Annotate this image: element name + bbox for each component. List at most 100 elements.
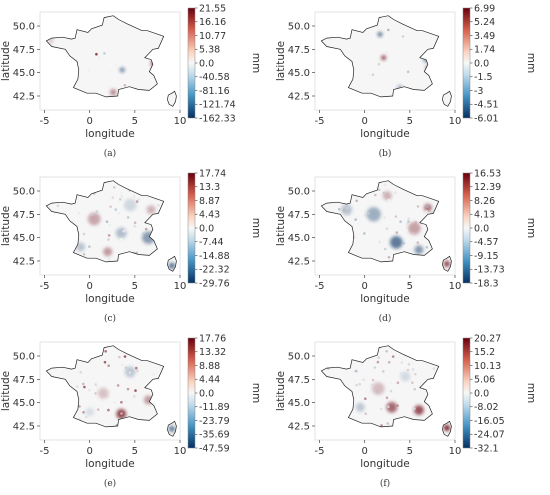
- colorbar-unit-label: mm: [525, 383, 537, 403]
- anomaly-cell: [400, 371, 411, 382]
- colorbar-tick-label: 1.74: [474, 45, 495, 56]
- y-tick-label: 45.0: [288, 398, 310, 409]
- colorbar-tick-label: -24.07: [474, 430, 505, 441]
- y-axis-label: latitude: [0, 206, 12, 246]
- panel-caption: (d): [378, 314, 392, 324]
- anomaly-speck: [112, 186, 116, 189]
- anomaly-cell: [414, 245, 424, 255]
- anomaly-speck: [385, 227, 389, 230]
- anomaly-speck: [132, 395, 136, 398]
- colorbar-tick-label: 0.0: [474, 223, 489, 234]
- x-axis-label: longitude: [360, 293, 409, 305]
- anomaly-speck: [401, 35, 405, 38]
- colorbar-tick-label: 10.77: [199, 31, 226, 42]
- anomaly-cell: [443, 260, 451, 267]
- anomaly-speck: [432, 367, 436, 370]
- anomaly-speck: [145, 242, 148, 246]
- y-tick-label: 42.5: [13, 422, 35, 433]
- france-land: [321, 180, 439, 262]
- anomaly-speck: [126, 387, 130, 391]
- anomaly-speck: [379, 407, 383, 411]
- y-tick-label: 42.5: [288, 422, 310, 433]
- france-border: [320, 345, 440, 428]
- y-tick-label: 50.0: [13, 352, 35, 363]
- anomaly-speck: [144, 227, 148, 231]
- anomaly-speck: [377, 62, 381, 66]
- anomaly-speck: [109, 205, 112, 208]
- colorbar-tick-label: 6.99: [474, 3, 495, 14]
- anomaly-speck: [387, 405, 390, 409]
- x-tick-label: -5: [40, 281, 50, 292]
- y-tick-label: 45.0: [13, 68, 35, 79]
- panel-caption: (f): [379, 479, 391, 489]
- colorbar-tick-label: 13.32: [199, 347, 226, 358]
- x-tick-label: 0: [361, 446, 367, 457]
- anomaly-speck: [128, 371, 132, 374]
- y-tick-label: 47.5: [13, 210, 35, 221]
- panel-d: -5 0 5 10 42.5 45.0 47.5 50.0 longitude latitude 1…: [275, 165, 550, 330]
- colorbar-tick-label: -4.51: [474, 100, 499, 111]
- panel-caption: (e): [103, 479, 117, 489]
- anomaly-speck: [399, 220, 402, 223]
- france-border: [320, 180, 440, 263]
- anomaly-speck: [111, 196, 115, 199]
- x-tick-label: 0: [361, 116, 367, 127]
- anomaly-speck: [426, 205, 429, 208]
- anomaly-speck: [416, 241, 420, 244]
- y-tick-label: 42.5: [288, 257, 310, 268]
- anomaly-cell: [85, 407, 95, 417]
- colorbar-tick-label: -29.76: [199, 278, 230, 289]
- colorbar-tick-label: -6.01: [474, 113, 499, 124]
- colorbar-tick-label: 5.38: [199, 45, 220, 56]
- colorbar-tick-label: 3.49: [474, 31, 495, 42]
- colorbar-tick-label: -9.15: [474, 251, 499, 262]
- y-tick-label: 47.5: [13, 45, 35, 56]
- y-tick-label: 50.0: [288, 352, 310, 363]
- france-land: [321, 15, 439, 97]
- anomaly-speck: [411, 368, 415, 371]
- anomaly-speck: [152, 373, 156, 376]
- anomaly-speck: [409, 210, 413, 213]
- anomaly-speck: [118, 355, 121, 359]
- anomaly-speck: [373, 366, 377, 369]
- anomaly-cell: [413, 405, 424, 416]
- y-tick-label: 47.5: [13, 375, 35, 386]
- colorbar-tick-label: 15.2: [474, 347, 495, 358]
- anomaly-speck: [135, 366, 138, 370]
- anomaly-cell: [48, 38, 54, 44]
- x-tick-label: 10: [174, 446, 187, 457]
- anomaly-speck: [407, 220, 410, 223]
- colorbar-tick-label: -162.33: [199, 113, 236, 124]
- x-axis-label: longitude: [360, 128, 409, 140]
- colorbar-unit-label: mm: [250, 218, 262, 238]
- x-tick-label: 5: [407, 116, 413, 127]
- map-chart: -5 0 5 10 42.5 45.0 47.5 50.0 longitude latitude 2…: [0, 3, 262, 140]
- anomaly-cell: [168, 262, 176, 269]
- anomaly-speck: [367, 212, 370, 215]
- anomaly-cell: [408, 222, 421, 235]
- anomaly-speck: [406, 70, 410, 74]
- anomaly-speck: [96, 408, 100, 411]
- france-land: [46, 345, 164, 427]
- anomaly-speck: [157, 203, 160, 207]
- anomaly-speck: [364, 397, 367, 400]
- anomaly-speck: [395, 231, 399, 234]
- colorbar-tick-label: -47.59: [199, 443, 230, 454]
- x-tick-label: 5: [132, 446, 138, 457]
- anomaly-speck: [95, 210, 99, 213]
- colorbar-tick-label: -22.32: [199, 265, 230, 276]
- anomaly-speck: [88, 245, 91, 248]
- anomaly-speck: [126, 216, 130, 219]
- anomaly-cell: [87, 212, 101, 226]
- anomaly-speck: [56, 204, 60, 208]
- anomaly-speck: [124, 366, 128, 370]
- anomaly-cell: [381, 55, 387, 61]
- anomaly-speck: [114, 208, 118, 211]
- anomaly-speck: [97, 56, 101, 59]
- colorbar-tick-label: 4.13: [474, 210, 495, 221]
- map-chart: -5 0 5 10 42.5 45.0 47.5 50.0 longitude latitude 6…: [275, 3, 537, 140]
- anomaly-speck: [407, 217, 410, 221]
- anomaly-speck: [113, 401, 117, 405]
- colorbar-unit-label: mm: [525, 53, 537, 73]
- anomaly-speck: [104, 350, 107, 353]
